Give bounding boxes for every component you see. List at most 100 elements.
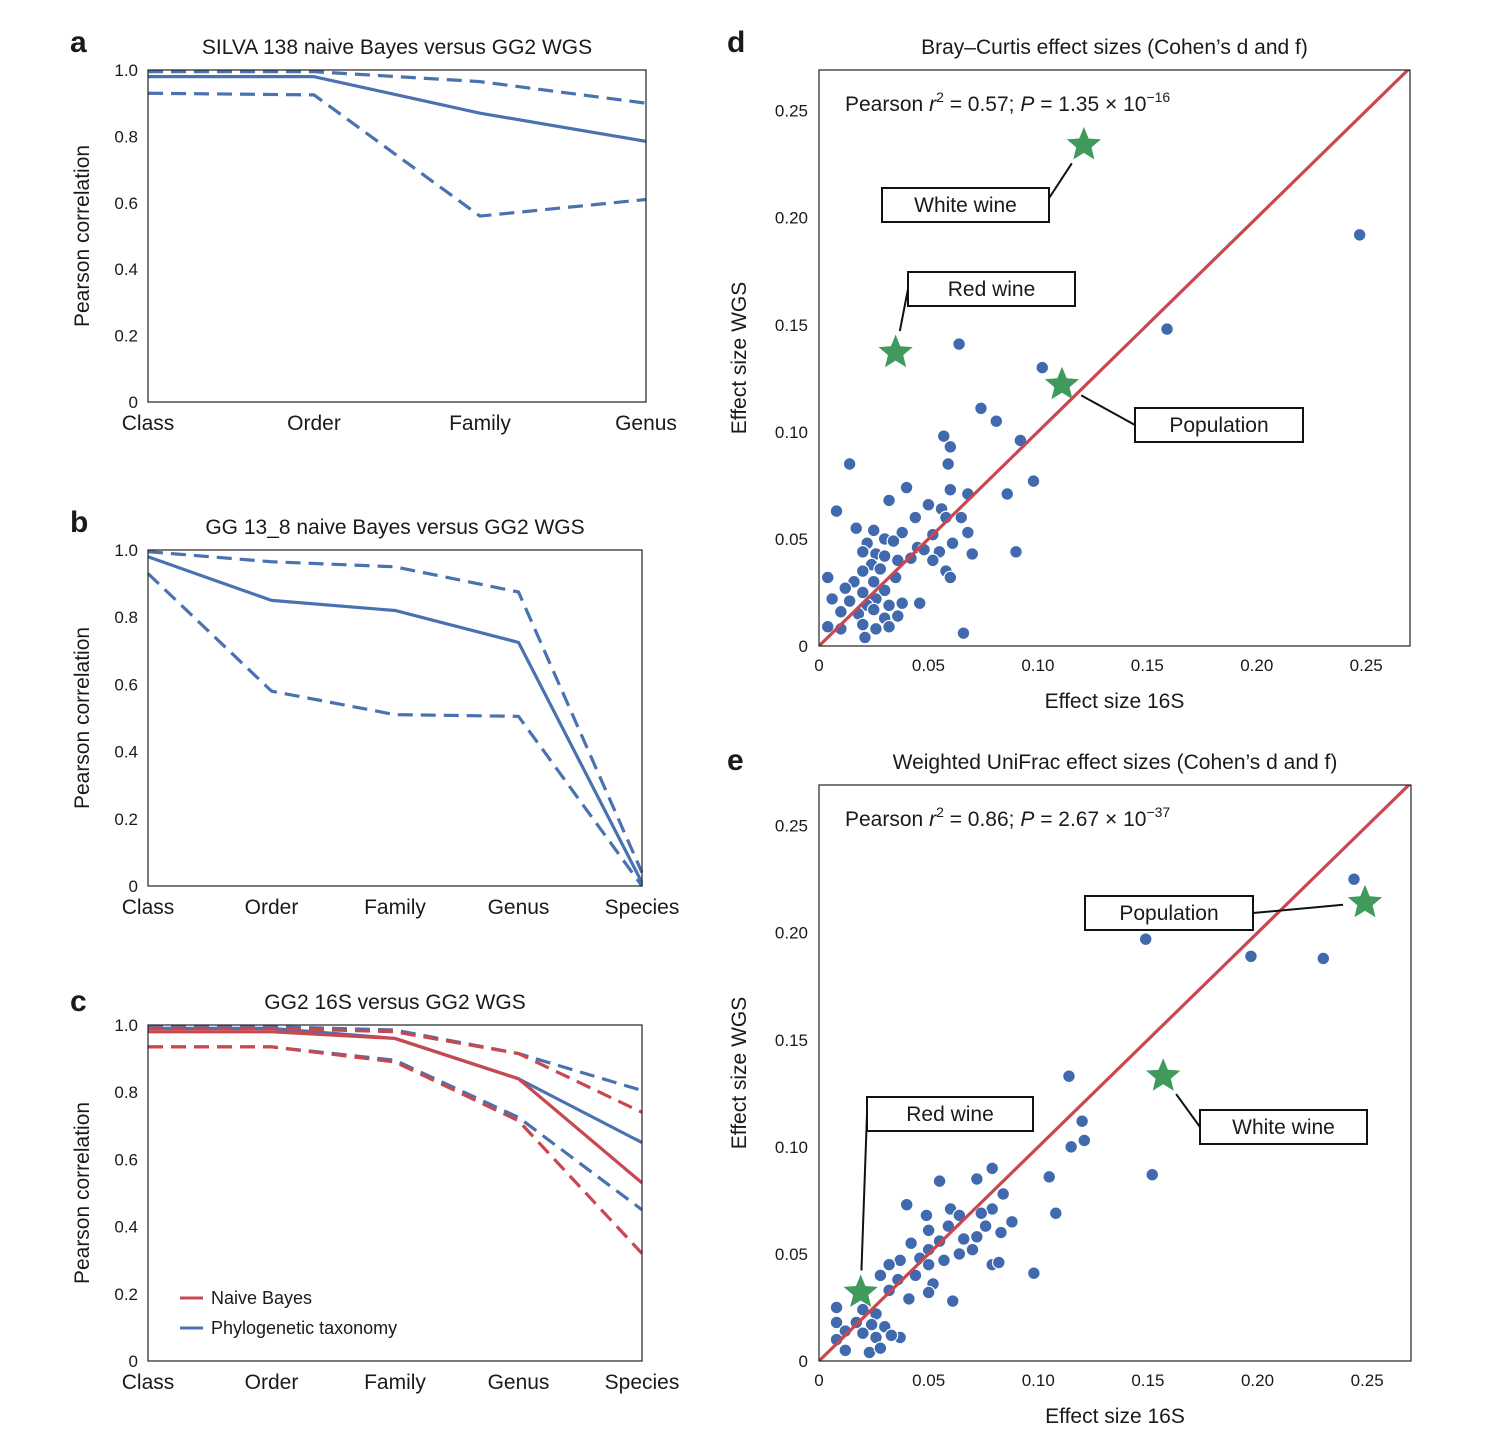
x-category-label: Class — [122, 1371, 175, 1394]
scatter-points — [820, 227, 1367, 645]
data-point — [921, 1257, 936, 1272]
data-point — [969, 1229, 984, 1244]
annotation-label: White wine — [1232, 1116, 1335, 1139]
data-point — [855, 544, 870, 559]
series-line-phylogenetic-taxonomy — [147, 555, 643, 884]
data-point — [1035, 360, 1050, 375]
data-point — [925, 553, 940, 568]
data-point — [829, 1300, 844, 1315]
series-line-phylo-upper — [148, 1025, 643, 1093]
data-point — [838, 1343, 853, 1358]
panel-label-b: b — [70, 506, 88, 539]
panel-b: b GG 13_8 naive Bayes versus GG2 WGS Pears… — [70, 506, 679, 919]
data-point — [1145, 1167, 1160, 1182]
y-tick-label: 0.25 — [775, 817, 808, 836]
data-point — [1062, 1069, 1076, 1084]
data-point — [974, 1206, 989, 1221]
y-tick-label: 0.20 — [775, 924, 808, 943]
y-tick-label: 0.4 — [114, 1218, 138, 1237]
y-tick-label: 1.0 — [114, 1016, 138, 1035]
y-tick-label: 0.4 — [114, 743, 138, 762]
annotation-box — [1134, 407, 1304, 443]
data-point — [833, 604, 848, 619]
data-point — [919, 1208, 934, 1223]
data-point — [890, 609, 905, 623]
data-point — [820, 570, 835, 585]
data-point — [1077, 1133, 1092, 1148]
data-point — [932, 1174, 947, 1189]
y-tick-label: 0.20 — [775, 209, 808, 228]
x-category-label: Order — [245, 896, 299, 919]
data-point — [890, 553, 905, 568]
data-point — [884, 1328, 899, 1343]
data-point — [1026, 1266, 1041, 1281]
data-point — [829, 504, 844, 519]
x-tick-label: 0.25 — [1351, 1371, 1384, 1390]
data-point — [866, 574, 881, 589]
data-point — [943, 482, 958, 497]
data-point — [882, 493, 896, 508]
annotation-label: White wine — [914, 194, 1017, 217]
y-tick-label: 0.8 — [114, 608, 138, 627]
star-marker — [1347, 884, 1383, 918]
data-point — [1316, 951, 1331, 966]
data-point — [873, 562, 888, 576]
y-tick-label: 0.25 — [775, 102, 808, 121]
data-point — [825, 591, 840, 606]
y-tick-label: 0.05 — [775, 530, 808, 549]
data-point — [974, 401, 988, 416]
series-line-upper — [148, 70, 647, 105]
series-line-upper — [147, 550, 643, 874]
data-point — [855, 1302, 870, 1317]
panel-label-c: c — [70, 985, 87, 1018]
y-tick-label: 0 — [129, 393, 138, 412]
data-point — [945, 536, 960, 551]
panel-a: a SILVA 138 naive Bayes versus GG2 WGS Pea… — [70, 26, 677, 435]
stat-annotation-d: Pearson r2 = 0.57; P = 1.35 × 10−16 — [845, 89, 1170, 116]
panel-label-e: e — [727, 744, 744, 777]
y-tick-label: 0.05 — [775, 1245, 808, 1264]
data-point — [965, 547, 980, 561]
annotation-leader — [1048, 162, 1073, 199]
x-tick-label: 0 — [814, 1371, 823, 1390]
data-point — [899, 1197, 914, 1212]
data-point — [921, 1223, 936, 1238]
data-point — [882, 598, 896, 613]
data-point — [1026, 474, 1041, 489]
identity-line — [819, 785, 1411, 1361]
x-category-label: Genus — [488, 896, 550, 919]
data-point — [904, 1236, 918, 1251]
data-point — [908, 510, 923, 525]
annotation-leader — [1175, 1093, 1201, 1128]
y-tick-label: 0.6 — [114, 1150, 138, 1169]
x-tick-label: 0.10 — [1021, 656, 1054, 675]
data-point — [960, 525, 975, 540]
data-point — [945, 1294, 960, 1308]
x-category-label: Family — [449, 412, 511, 435]
data-point — [855, 564, 870, 578]
x-tick-label: 0.15 — [1131, 656, 1164, 675]
data-point — [1244, 949, 1258, 964]
data-point — [956, 1232, 971, 1246]
annotation-label: Population — [1119, 902, 1218, 925]
star-marker — [878, 334, 913, 368]
y-tick-label: 0.4 — [114, 260, 138, 279]
panel-d: d Bray–Curtis effect sizes (Cohen’s d and… — [727, 26, 1411, 713]
data-point — [937, 1253, 951, 1268]
x-tick-label: 0.20 — [1241, 1371, 1274, 1390]
data-point — [941, 1219, 956, 1234]
panel-label-d: d — [727, 26, 745, 59]
data-point — [921, 1285, 936, 1300]
series-line-naive-bayes — [148, 1030, 643, 1185]
data-point — [985, 1161, 1000, 1176]
x-category-label: Genus — [615, 412, 677, 435]
x-category-label: Order — [287, 412, 341, 435]
annotation-leader — [1252, 903, 1344, 914]
y-tick-label: 0 — [129, 1352, 138, 1371]
annotation-box — [1084, 895, 1254, 931]
data-point — [978, 1219, 993, 1234]
plot-frame-d — [818, 69, 1411, 647]
data-point — [1160, 322, 1174, 336]
data-point — [849, 521, 864, 536]
chart-title-b: GG 13_8 naive Bayes versus GG2 WGS — [205, 516, 584, 539]
